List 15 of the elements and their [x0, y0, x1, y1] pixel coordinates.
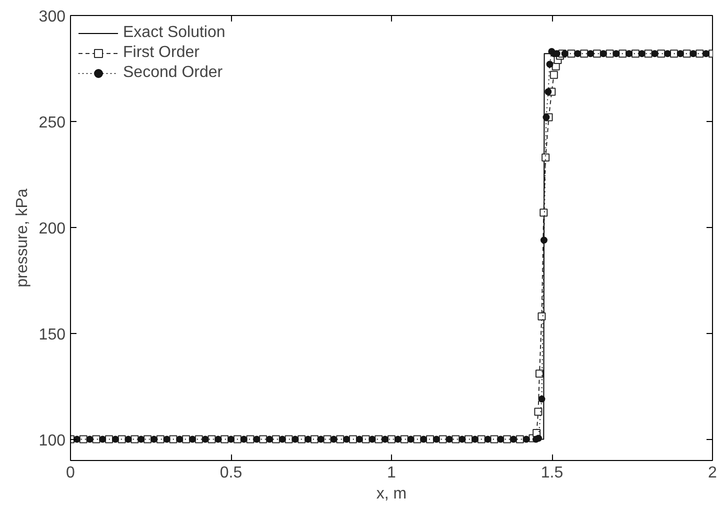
y-tick-label: 150	[38, 326, 66, 344]
y-tick-label: 250	[38, 114, 66, 132]
x-axis-title: x, m	[376, 486, 407, 502]
x-tick-label: 1.5	[540, 464, 564, 482]
x-tick-label: 0	[66, 464, 76, 482]
y-tick-label: 300	[38, 8, 66, 26]
x-tick-label: 2	[708, 464, 718, 482]
legend-label: First Order	[123, 44, 200, 62]
y-axis-title: pressure, kPa	[14, 188, 31, 288]
x-tick-label: 0.5	[220, 464, 242, 482]
y-tick-label: 200	[38, 220, 66, 238]
x-tick-label: 1	[387, 464, 396, 482]
legend-label: Second Order	[123, 64, 223, 82]
y-tick-label: 100	[38, 432, 66, 450]
legend-label: Exact Solution	[123, 24, 226, 42]
